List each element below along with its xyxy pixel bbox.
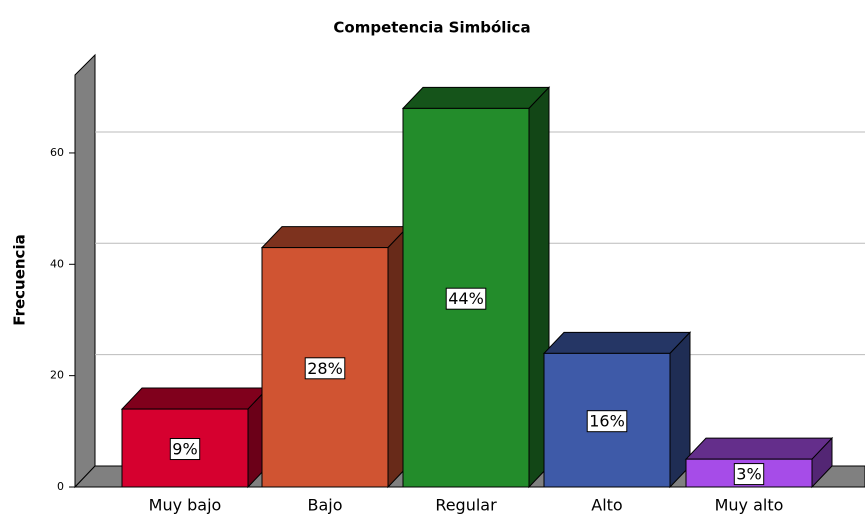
- bar-top: [120, 387, 270, 410]
- value-label: 9%: [172, 440, 197, 459]
- value-label-box: [733, 463, 765, 486]
- y-axis-label: Frecuencia: [11, 234, 29, 325]
- bar-top: [401, 86, 551, 109]
- value-label: 16%: [589, 412, 625, 431]
- y-tick-label: 40: [50, 257, 64, 270]
- x-tick-label: Regular: [435, 496, 497, 515]
- x-tick-label: Muy bajo: [149, 496, 222, 515]
- value-label: 44%: [448, 289, 484, 308]
- bar-top: [260, 226, 410, 249]
- x-tick-label: Muy alto: [715, 496, 784, 515]
- y-tick-label: 20: [50, 369, 64, 382]
- value-label-box: [445, 287, 487, 310]
- value-label-box: [169, 438, 201, 461]
- value-label: 28%: [307, 359, 343, 378]
- bar-top: [684, 437, 834, 460]
- x-tick-label: Bajo: [307, 496, 342, 515]
- y-tick-label: 0: [57, 480, 64, 493]
- x-tick-label: Alto: [591, 496, 622, 515]
- y-tick-label: 60: [50, 146, 64, 159]
- value-label: 3%: [736, 465, 761, 484]
- value-label-box: [586, 410, 628, 433]
- value-label-box: [304, 357, 346, 380]
- left-wall: [74, 53, 96, 489]
- chart-title: Competencia Simbólica: [333, 19, 530, 37]
- bar-top: [542, 331, 692, 354]
